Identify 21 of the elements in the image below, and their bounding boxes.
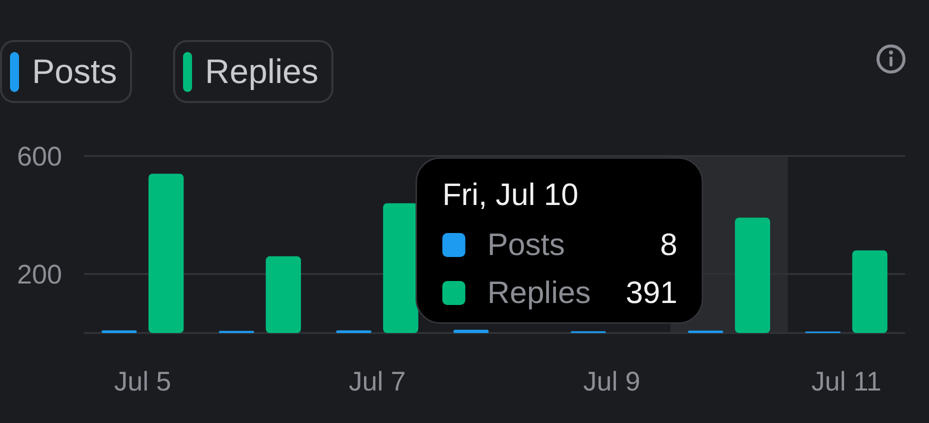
bar [266, 256, 301, 333]
bar [383, 203, 418, 333]
annotation: Fri, Jul 10 [442, 177, 578, 212]
bar [336, 330, 372, 333]
y-tick-label: 600 [16, 141, 62, 172]
x-tick-label: Jul 5 [114, 366, 172, 396]
bar [453, 330, 489, 333]
annotation: Replies [487, 275, 591, 310]
bar [852, 250, 888, 333]
annotation: Posts [487, 227, 565, 262]
bar [734, 218, 770, 333]
annotation: 8 [660, 227, 678, 262]
bar [102, 330, 137, 333]
annotation: 391 [626, 275, 678, 310]
x-tick-label: Jul 11 [811, 366, 882, 396]
x-tick-label: Jul 9 [583, 366, 640, 396]
bar [148, 174, 184, 333]
x-tick-label: Jul 7 [348, 366, 406, 396]
legend-label: Replies [205, 53, 318, 91]
legend-label: Posts [32, 53, 118, 91]
y-tick-label: 200 [16, 259, 62, 290]
